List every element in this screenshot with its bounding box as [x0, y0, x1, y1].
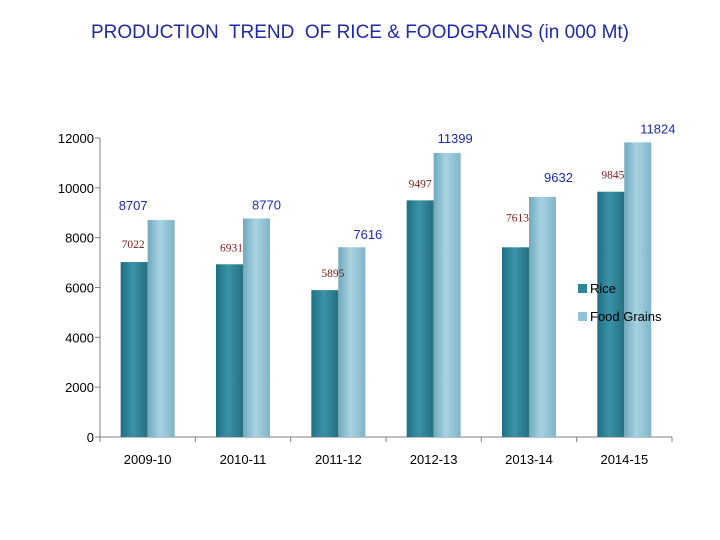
- bar-food-grains: [243, 218, 270, 437]
- y-tick-label: 8000: [65, 231, 94, 246]
- bar-rice: [502, 247, 529, 437]
- legend-label: Rice: [590, 281, 616, 296]
- y-tick-label: 6000: [65, 281, 94, 296]
- bar-food-grains: [529, 197, 556, 437]
- y-tick-label: 12000: [58, 131, 94, 146]
- y-tick-label: 0: [87, 430, 94, 445]
- x-category-label: 2009-10: [124, 452, 172, 467]
- x-category-label: 2012-13: [410, 452, 458, 467]
- y-tick-label: 2000: [65, 380, 94, 395]
- bar-rice: [216, 264, 243, 437]
- data-label-food-grains: 8707: [119, 198, 148, 213]
- x-category-label: 2014-15: [600, 452, 648, 467]
- x-category-label: 2011-12: [315, 452, 362, 467]
- bar-food-grains: [338, 247, 366, 437]
- data-label-rice: 9497: [409, 178, 432, 190]
- y-tick-label: 4000: [65, 330, 94, 345]
- data-label-food-grains: 7616: [353, 227, 382, 242]
- data-label-rice: 9845: [601, 170, 624, 182]
- data-label-rice: 5895: [321, 268, 344, 280]
- bar-rice: [120, 262, 148, 437]
- y-tick-label: 10000: [58, 181, 94, 196]
- bar-food-grains: [624, 142, 652, 438]
- bar-rice: [311, 290, 339, 437]
- x-category-label: 2013-14: [505, 452, 553, 467]
- legend-swatch: [578, 284, 587, 293]
- legend-swatch: [578, 312, 587, 321]
- bar-rice: [597, 191, 625, 437]
- data-label-rice: 6931: [220, 242, 243, 254]
- data-label-food-grains: 8770: [252, 197, 281, 212]
- data-label-food-grains: 11399: [438, 131, 473, 146]
- data-label-rice: 7613: [506, 212, 529, 224]
- bar-food-grains: [433, 152, 461, 437]
- bar-food-grains: [147, 220, 175, 437]
- legend-label: Food Grains: [590, 309, 662, 324]
- x-category-label: 2010-11: [220, 452, 267, 467]
- chart-title: PRODUCTION TREND OF RICE & FOODGRAINS (i…: [90, 22, 630, 43]
- data-label-rice: 7022: [122, 239, 145, 251]
- data-label-food-grains: 11824: [640, 121, 675, 136]
- data-label-food-grains: 9632: [544, 170, 573, 185]
- bar-rice: [406, 200, 434, 437]
